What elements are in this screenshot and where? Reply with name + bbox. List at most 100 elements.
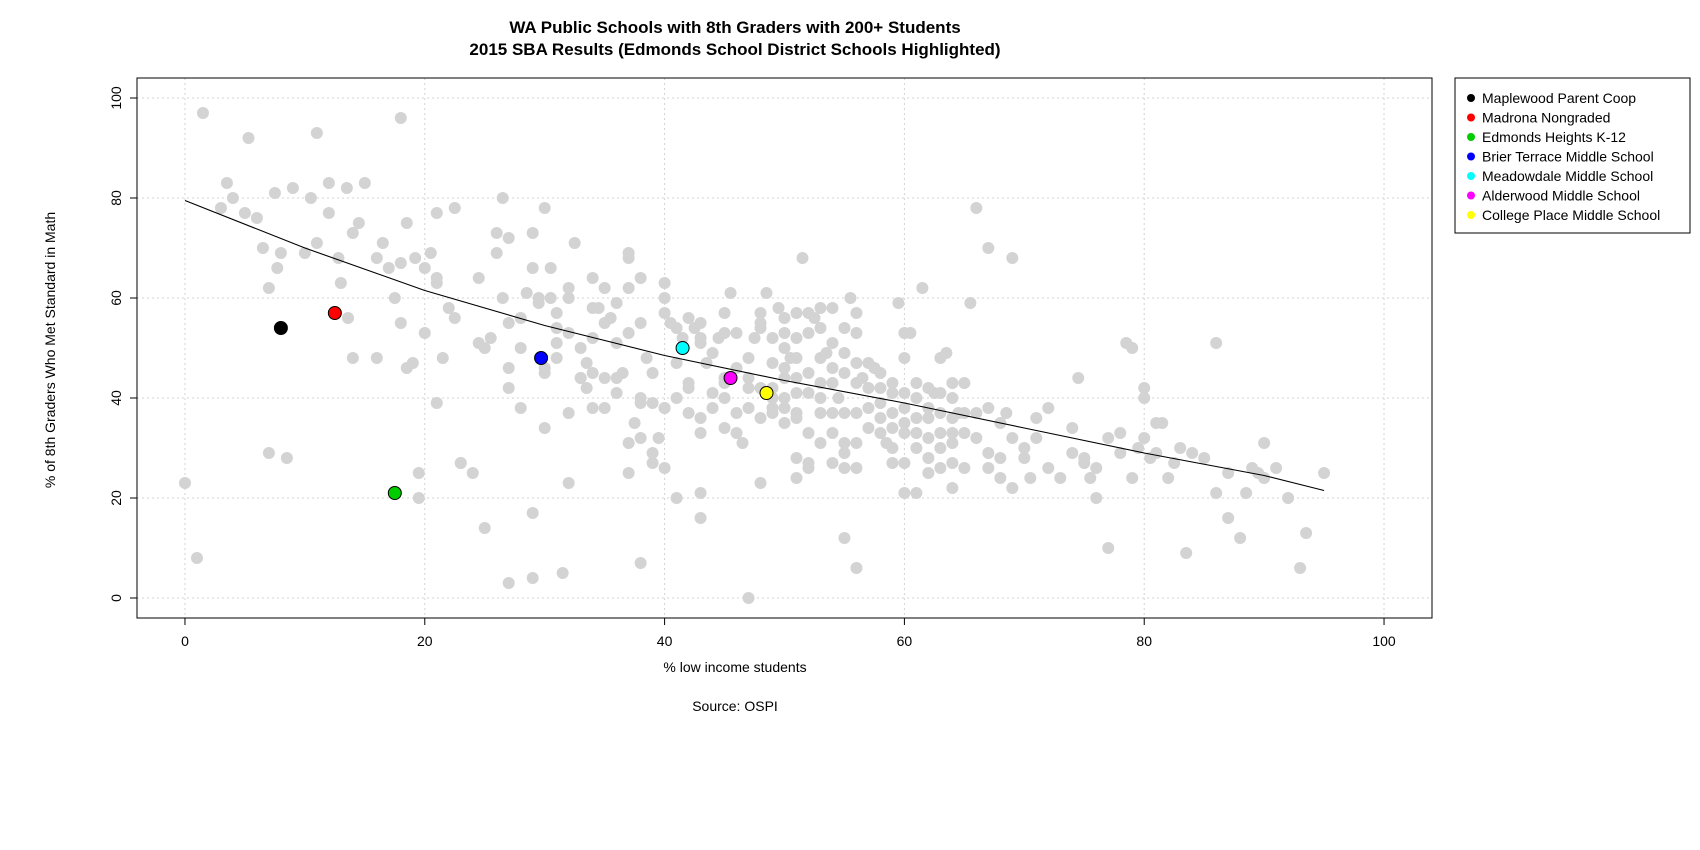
legend-label: Madrona Nongraded (1482, 110, 1610, 126)
school-point (310, 127, 323, 139)
school-point (736, 437, 749, 449)
school-point (982, 242, 995, 254)
school-point (1018, 452, 1031, 464)
school-point (538, 202, 551, 214)
school-point (406, 357, 419, 369)
school-point (342, 312, 355, 324)
school-point (898, 487, 911, 499)
school-point (838, 407, 851, 419)
school-point (814, 407, 827, 419)
school-point (922, 452, 935, 464)
school-point (826, 337, 839, 349)
school-point (730, 427, 743, 439)
school-point (472, 272, 485, 284)
school-point (1258, 437, 1271, 449)
school-point (838, 437, 851, 449)
school-point (544, 262, 557, 274)
school-point (904, 327, 917, 339)
school-point (538, 367, 551, 379)
y-axis-label: % of 8th Graders Who Met Standard in Mat… (42, 212, 58, 488)
school-point (826, 457, 839, 469)
school-point (502, 362, 515, 374)
school-point (742, 382, 755, 394)
school-point (226, 192, 239, 204)
x-tick-label: 60 (897, 633, 913, 649)
school-point (754, 477, 767, 489)
school-point (682, 312, 695, 324)
legend-marker (1467, 191, 1475, 200)
x-tick-label: 40 (657, 633, 673, 649)
school-point (628, 417, 641, 429)
school-point (538, 422, 551, 434)
school-point (718, 392, 731, 404)
school-point (778, 362, 791, 374)
grid (137, 78, 1432, 618)
school-point (874, 427, 887, 439)
school-point (778, 312, 791, 324)
x-tick-label: 80 (1136, 633, 1152, 649)
legend: Maplewood Parent Coop Madrona Nongraded Ed… (1454, 77, 1691, 234)
legend-marker (1467, 152, 1475, 161)
school-point (574, 372, 587, 384)
school-point (1300, 527, 1313, 539)
school-point (856, 372, 869, 384)
school-point (670, 492, 683, 504)
school-point (436, 352, 449, 364)
school-point (790, 412, 803, 424)
school-point (646, 397, 659, 409)
school-point (850, 462, 863, 474)
legend-marker (1467, 133, 1475, 141)
school-point (964, 297, 977, 309)
school-point (844, 292, 857, 304)
legend-marker (1467, 211, 1475, 219)
school-point (268, 187, 281, 199)
school-point (1270, 462, 1283, 474)
school-point (694, 412, 707, 424)
school-point (718, 307, 731, 319)
y-tick-label: 40 (108, 390, 124, 406)
school-point (502, 232, 515, 244)
school-point (814, 437, 827, 449)
school-point (850, 407, 863, 419)
school-point (1126, 472, 1139, 484)
school-point (682, 407, 695, 419)
school-point (850, 437, 863, 449)
school-point (634, 557, 647, 569)
school-point (550, 307, 563, 319)
school-point (598, 372, 611, 384)
school-point (448, 202, 461, 214)
school-point (580, 357, 593, 369)
school-point (838, 532, 851, 544)
school-point (808, 312, 821, 324)
school-point (358, 177, 371, 189)
school-point (838, 462, 851, 474)
school-point (742, 372, 755, 384)
school-point (658, 462, 671, 474)
school-point (922, 412, 935, 424)
school-point (532, 292, 545, 304)
school-point (754, 307, 767, 319)
school-point (796, 252, 809, 264)
school-point (280, 452, 293, 464)
legend-marker (1467, 94, 1475, 102)
school-point (622, 282, 635, 294)
school-point (298, 247, 311, 259)
school-point (424, 247, 437, 259)
school-point (634, 432, 647, 444)
school-point (898, 417, 911, 429)
school-point (922, 432, 935, 444)
school-point (598, 282, 611, 294)
school-point (640, 352, 653, 364)
y-tick-label: 80 (108, 190, 124, 206)
school-point (346, 352, 359, 364)
school-point (586, 367, 599, 379)
school-point (520, 287, 533, 299)
school-point (1180, 547, 1193, 559)
school-point (820, 347, 833, 359)
school-point (514, 342, 527, 354)
school-point (1210, 487, 1223, 499)
school-point (610, 297, 623, 309)
school-point (382, 262, 395, 274)
school-point (946, 437, 959, 449)
school-point (604, 312, 617, 324)
